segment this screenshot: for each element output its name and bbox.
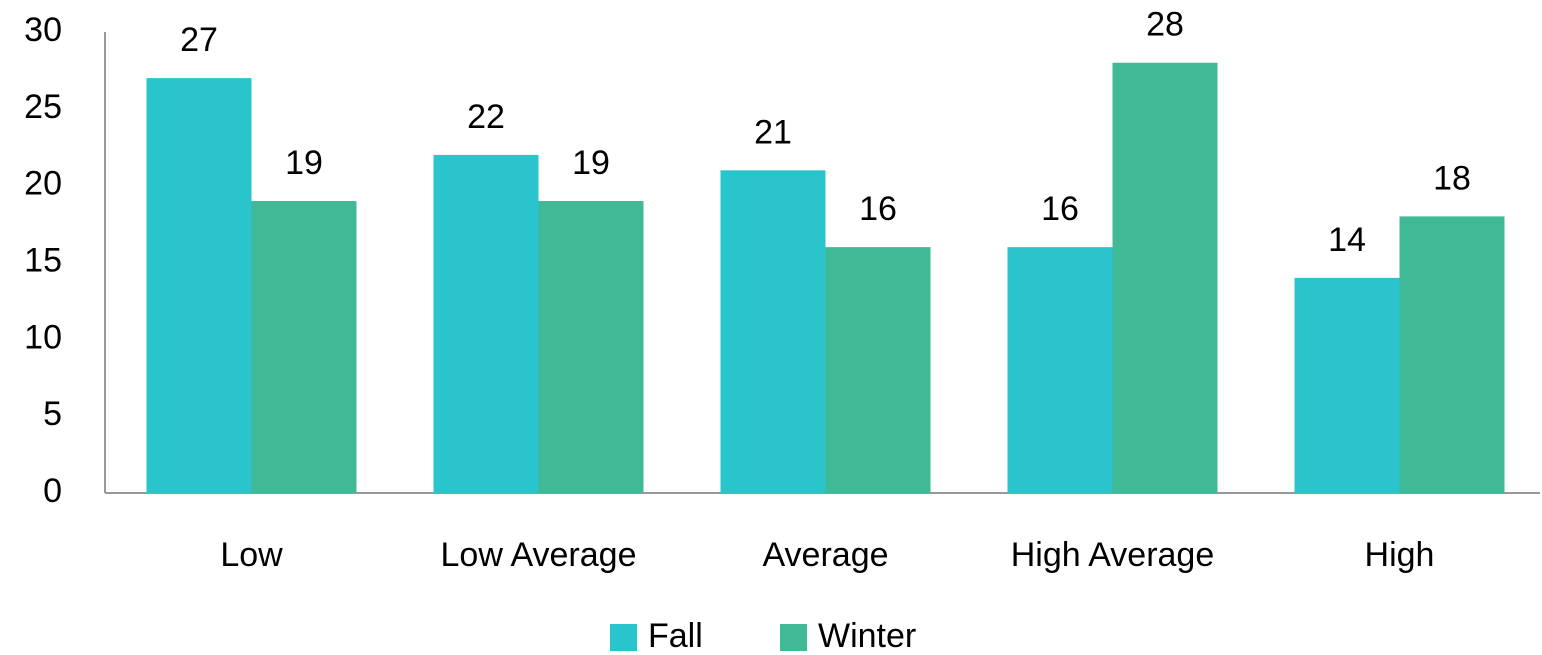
x-tick-label: Average (762, 536, 888, 574)
bar (1007, 247, 1113, 493)
data-label: 18 (1433, 159, 1471, 197)
legend-swatch (780, 624, 807, 651)
legend-label: Fall (648, 617, 703, 655)
legend-label: Winter (818, 617, 916, 655)
x-tick-label: Low Average (441, 536, 637, 574)
bar (433, 154, 539, 493)
bar (251, 201, 357, 494)
y-tick-label: 20 (24, 165, 62, 203)
x-tick-label: Low (220, 536, 283, 574)
bar (720, 170, 826, 494)
x-tick-label: High Average (1011, 536, 1215, 574)
data-label: 22 (467, 98, 505, 136)
data-label: 16 (1041, 190, 1079, 228)
bar (146, 78, 252, 493)
y-tick-label: 15 (24, 241, 62, 279)
data-label: 27 (180, 21, 218, 59)
data-label: 21 (754, 113, 792, 151)
bar (1294, 277, 1400, 493)
bar (1399, 216, 1505, 493)
bar (825, 247, 931, 493)
legend-swatch (610, 624, 637, 651)
x-tick-label: High (1365, 536, 1435, 574)
bar (538, 201, 644, 494)
y-tick-label: 25 (24, 88, 62, 126)
data-label: 28 (1146, 6, 1184, 44)
y-tick-label: 5 (43, 395, 62, 433)
y-tick-label: 0 (43, 472, 62, 510)
data-label: 19 (572, 144, 610, 182)
data-label: 14 (1328, 221, 1366, 259)
bar (1112, 62, 1218, 493)
data-label: 16 (859, 190, 897, 228)
data-label: 19 (285, 144, 323, 182)
y-tick-label: 30 (24, 11, 62, 49)
y-tick-label: 10 (24, 318, 62, 356)
